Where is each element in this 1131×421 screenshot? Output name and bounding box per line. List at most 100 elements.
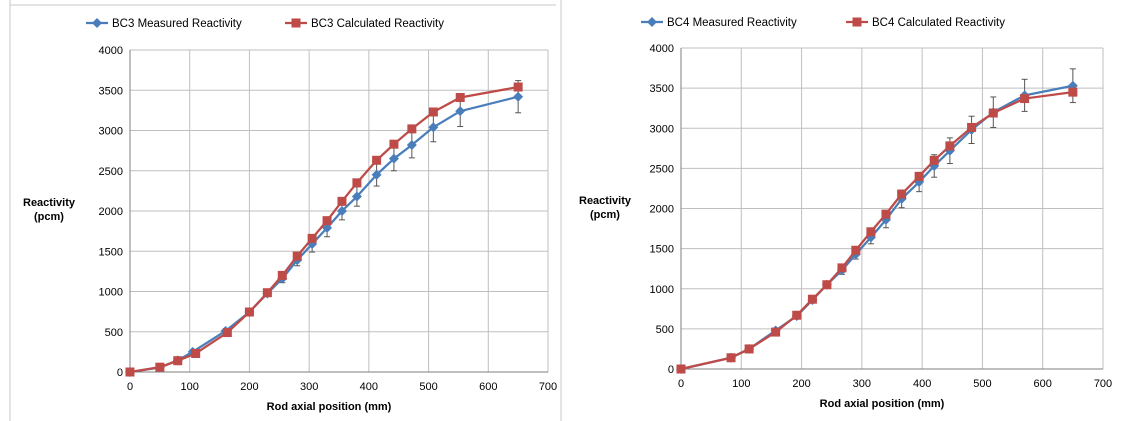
y-tick-label: 3000 — [650, 123, 674, 135]
x-tick-label: 200 — [240, 381, 258, 393]
y-axis-title: (pcm) — [590, 209, 620, 221]
y-tick-label: 1500 — [99, 246, 123, 258]
data-point-square — [262, 288, 272, 298]
y-tick-label: 1500 — [650, 244, 674, 256]
series-measured — [125, 80, 524, 377]
data-point-diamond — [513, 91, 524, 102]
data-point-square — [792, 310, 802, 320]
legend-label: BC3 Calculated Reactivity — [311, 18, 444, 30]
data-point-square — [851, 245, 861, 255]
x-tick-label: 300 — [853, 378, 871, 390]
data-point-square — [929, 155, 939, 165]
y-tick-label: 1000 — [650, 284, 674, 296]
legend-entry: BC4 Measured Reactivity — [641, 17, 797, 29]
data-point-square — [292, 251, 302, 261]
y-tick-label: 3500 — [99, 85, 123, 97]
data-point-diamond — [455, 106, 466, 117]
legend-entry: BC3 Calculated Reactivity — [285, 18, 444, 30]
data-point-square — [726, 353, 736, 363]
data-point-square — [881, 209, 891, 219]
y-tick-label: 3000 — [99, 126, 123, 138]
data-point-square — [455, 92, 465, 102]
data-point-square — [155, 362, 165, 372]
data-point-diamond — [322, 222, 333, 233]
data-point-square — [988, 108, 998, 118]
data-point-square — [372, 155, 382, 165]
x-tick-label: 500 — [973, 378, 991, 390]
y-tick-label: 1000 — [99, 287, 123, 299]
data-point-square — [244, 307, 254, 317]
legend-entry: BC3 Measured Reactivity — [86, 18, 242, 30]
chart-bc4: 0 500 1000 1500 2000 2500 3000 3500 4000 0 100 200 3… — [579, 17, 1112, 410]
legend-marker-square — [291, 18, 301, 28]
y-tick-label: 500 — [656, 324, 674, 336]
series-line — [129, 95, 519, 374]
data-point-diamond — [336, 206, 347, 216]
data-point-square — [428, 107, 438, 117]
x-tick-label: 400 — [913, 378, 931, 390]
series-measured — [676, 68, 1078, 374]
series-calculated — [676, 87, 1078, 374]
data-point-square — [807, 294, 817, 304]
data-point-square — [389, 139, 399, 149]
y-tick-label: 4000 — [99, 45, 123, 57]
data-point-square — [222, 328, 232, 338]
x-tick-label: 700 — [1094, 378, 1112, 390]
data-point-square — [173, 356, 183, 366]
y-tick-label: 2500 — [650, 163, 674, 175]
x-tick-label: 600 — [1034, 378, 1052, 390]
data-point-square — [676, 364, 686, 374]
x-tick-label: 0 — [678, 378, 684, 390]
y-tick-label: 2000 — [650, 204, 674, 216]
y-tick-label: 2500 — [99, 166, 123, 178]
data-point-square — [513, 82, 523, 92]
data-point-square — [945, 141, 955, 151]
data-point-square — [1068, 87, 1078, 97]
x-tick-label: 600 — [479, 381, 497, 393]
x-tick-label: 0 — [127, 381, 133, 393]
data-point-square — [1020, 94, 1030, 104]
legend-entry: BC4 Calculated Reactivity — [846, 17, 1005, 29]
legend-marker-square — [852, 17, 862, 27]
series-calculated — [125, 82, 523, 377]
legend-marker-diamond — [92, 18, 102, 28]
data-point-diamond — [388, 153, 399, 164]
legend-label: BC4 Measured Reactivity — [667, 17, 797, 29]
data-point-square — [337, 196, 347, 206]
x-tick-label: 100 — [181, 381, 199, 393]
y-tick-label: 0 — [117, 367, 123, 379]
data-point-square — [967, 122, 977, 132]
data-point-diamond — [428, 122, 439, 133]
x-tick-label: 100 — [732, 378, 750, 390]
data-point-square — [125, 367, 135, 377]
legend-label: BC3 Measured Reactivity — [112, 18, 242, 30]
x-axis-title: Rod axial position (mm) — [820, 398, 945, 410]
data-point-square — [837, 263, 847, 273]
x-tick-label: 400 — [360, 381, 378, 393]
data-point-square — [307, 233, 317, 243]
y-tick-label: 2000 — [99, 206, 123, 218]
data-point-square — [191, 348, 201, 358]
data-point-square — [822, 280, 832, 290]
data-point-diamond — [406, 139, 417, 150]
x-tick-label: 200 — [792, 378, 810, 390]
data-point-square — [914, 171, 924, 181]
data-point-square — [407, 124, 417, 134]
y-axis-title: Reactivity — [579, 195, 632, 207]
x-axis-title: Rod axial position (mm) — [267, 401, 392, 413]
data-point-diamond — [371, 169, 382, 180]
y-tick-label: 0 — [668, 364, 674, 376]
y-tick-label: 4000 — [650, 43, 674, 55]
x-tick-label: 300 — [300, 381, 318, 393]
legend-label: BC4 Calculated Reactivity — [872, 17, 1005, 29]
y-axis-title: (pcm) — [34, 211, 64, 223]
data-point-square — [897, 189, 907, 199]
chart-bc3: 0 500 1000 1500 2000 2500 3000 3500 4000 0 100 200 3… — [23, 18, 557, 413]
data-point-square — [744, 344, 754, 354]
legend-marker-diamond — [647, 17, 657, 27]
x-tick-label: 500 — [419, 381, 437, 393]
data-point-diamond — [351, 191, 362, 202]
y-tick-label: 500 — [105, 327, 123, 339]
x-tick-label: 700 — [539, 381, 557, 393]
